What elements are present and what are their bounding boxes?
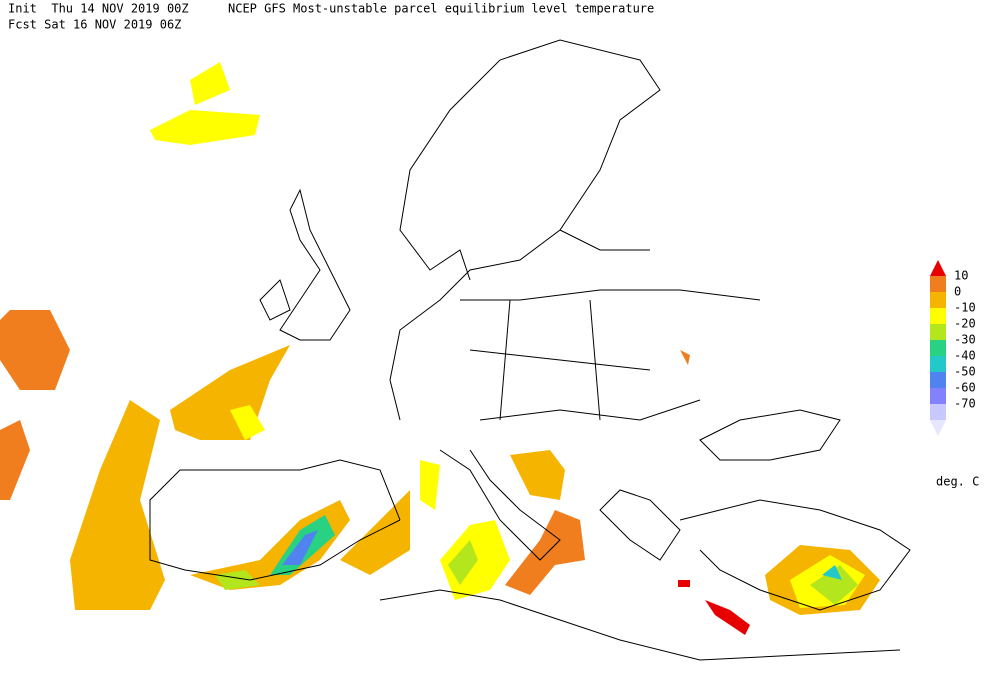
- legend-swatch: [930, 260, 946, 276]
- legend-label: -20: [954, 317, 976, 331]
- legend-swatch: [930, 420, 946, 436]
- init-label: Init Thu 14 NOV 2019 00Z: [8, 2, 189, 16]
- legend-label: -70: [954, 397, 976, 411]
- map-title: NCEP GFS Most-unstable parcel equilibriu…: [228, 2, 654, 16]
- legend-label: -50: [954, 365, 976, 379]
- legend-label: -10: [954, 301, 976, 315]
- legend-label: 0: [954, 285, 961, 299]
- legend-swatch: [930, 372, 946, 388]
- legend-unit: deg. C: [936, 475, 979, 489]
- legend-label: 10: [954, 269, 968, 283]
- legend-swatch: [930, 276, 946, 292]
- legend-swatch: [930, 308, 946, 324]
- legend-label: -30: [954, 333, 976, 347]
- legend-swatch: [930, 404, 946, 420]
- legend-swatch: [930, 388, 946, 404]
- legend-swatch: [930, 292, 946, 308]
- coastlines: [149, 39, 911, 661]
- legend-label: -40: [954, 349, 976, 363]
- legend-swatch: [930, 340, 946, 356]
- forecast-label: Fcst Sat 16 NOV 2019 06Z: [8, 18, 181, 32]
- legend-swatch: [930, 324, 946, 340]
- legend-label: -60: [954, 381, 976, 395]
- legend: 10 0 -10 -20 -30 -40 -50 -60 -70: [930, 260, 976, 436]
- legend-swatch: [930, 356, 946, 372]
